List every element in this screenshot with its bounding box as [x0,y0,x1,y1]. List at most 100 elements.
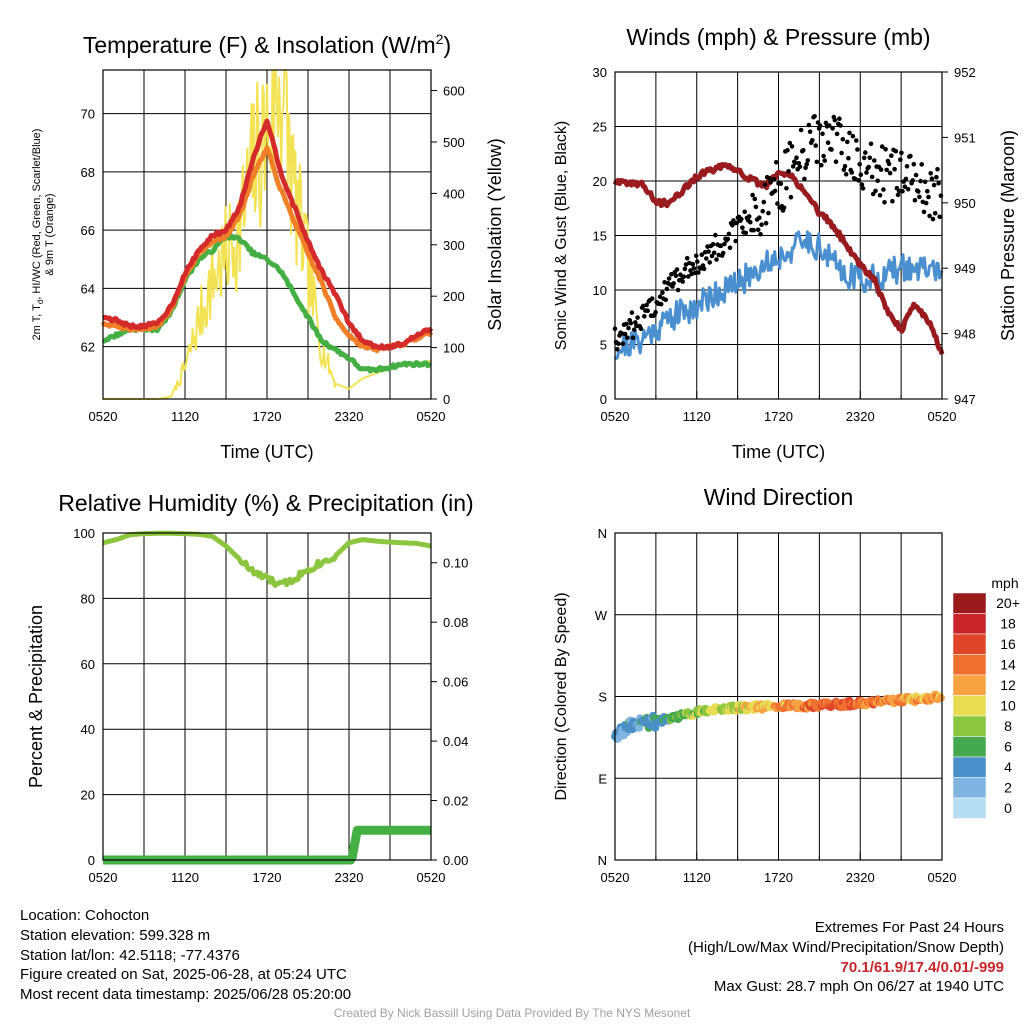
gust-point [773,160,779,165]
y-tick-label: 10 [593,283,607,298]
legend-label: 8 [1004,718,1012,734]
gust-point [857,162,862,167]
gust-point [628,320,634,326]
x-axis-label: Time (UTC) [732,442,825,462]
gust-point [867,155,873,161]
x-tick-label: 1720 [764,870,793,885]
gust-point [642,314,647,319]
x-tick-label: 2320 [335,409,364,424]
gust-point [912,197,918,203]
gust-point [934,174,939,180]
gust-point [796,161,802,166]
y-tick-label: 30 [593,65,607,80]
gust-point [664,286,670,292]
title-superscript: 2 [436,31,444,47]
gust-point [829,147,834,152]
y2-tick-label: 0.04 [443,734,468,749]
gust-point [663,297,668,303]
legend-label: 6 [1004,739,1012,755]
gust-point [616,341,621,347]
gust-point [903,176,909,182]
gust-point [911,161,917,167]
legend-swatch [952,756,987,778]
y-tick-label: 66 [81,223,95,238]
y2-tick-label: 0 [443,392,450,407]
y2-tick-label: 0.00 [443,853,468,868]
gust-point [695,259,700,264]
y-tick-label: N [598,526,607,541]
gust-point [931,182,937,188]
gust-point [671,281,676,286]
gust-point [834,131,840,137]
direction-point [936,693,945,702]
gust-point [838,123,843,128]
y-axis-label-part: , HI/WC (Red, Green, Scarlet/Blue) [31,129,43,300]
gust-point [761,199,767,205]
gust-point [645,308,650,314]
gust-point [922,179,928,185]
y-tick-label: 62 [81,340,95,355]
gust-point [701,266,707,272]
gust-point [910,178,915,183]
gust-point [863,150,868,155]
x-tick-label: 0520 [89,409,118,424]
chart-title: Winds (mph) & Pressure (mb) [626,24,930,50]
gust-point [923,200,929,206]
gust-point [873,188,878,194]
x-tick-label: 0520 [928,409,957,424]
gust-point [644,302,649,308]
gust-point [718,243,724,248]
gust-point [753,204,759,210]
plot-border [614,532,943,861]
y2-tick-label: 0.02 [443,794,468,809]
gust-point [758,231,763,237]
gust-point [767,176,772,181]
y-tick-label: 5 [600,338,607,353]
gust-point [681,274,687,280]
gust-point [877,193,883,198]
panel-3: 0520 1120 1720 2320 0520 0 20 40 60 80 100 0.00 0.02… [26,490,474,885]
x-tick-label: 1120 [171,870,199,885]
gust-point [763,220,769,226]
y2-tick-label: 949 [954,261,976,276]
y-axis-label-text: Percent & Precipitation [26,605,46,788]
y-axis-label-sub: d [36,300,45,304]
gust-point [797,164,803,170]
gust-point [635,315,640,320]
gust-point [630,335,636,341]
legend-swatch [952,674,987,696]
chart-title: Wind Direction [704,484,854,510]
x-tick-label: 1120 [171,409,199,424]
gust-point [812,114,817,119]
gust-point [771,177,777,182]
max-gust: Max Gust: 28.7 mph On 06/27 at 1940 UTC [713,978,1004,996]
gust-point [878,167,884,172]
gust-point [696,270,701,275]
gust-point [622,331,628,337]
credit-line: Created By Nick Bassill Using Data Provi… [333,1006,691,1020]
gust-point [739,216,744,222]
plot-border [102,69,432,400]
gust-point [837,116,842,121]
gust-point [879,144,885,149]
x-tick-label: 2320 [846,870,875,885]
gust-point [925,188,930,194]
gust-point [929,176,935,181]
gust-point [817,123,823,128]
gust-point [859,182,865,187]
gust-point [680,279,685,284]
legend-label: 12 [1000,677,1016,693]
gust-point [615,346,620,352]
series-dewpoint [101,232,432,374]
legend-swatch [952,654,987,676]
y-axis-label-text: Direction (Colored By Speed) [553,592,570,800]
legend-title: mph [991,575,1018,591]
direction-point [635,723,643,732]
gust-point [916,189,921,194]
x-tick-label: 2320 [335,870,364,885]
gust-point [699,252,705,257]
y2-tick-label: 300 [443,238,465,253]
gust-point [928,171,933,176]
legend-swatch [952,797,987,819]
